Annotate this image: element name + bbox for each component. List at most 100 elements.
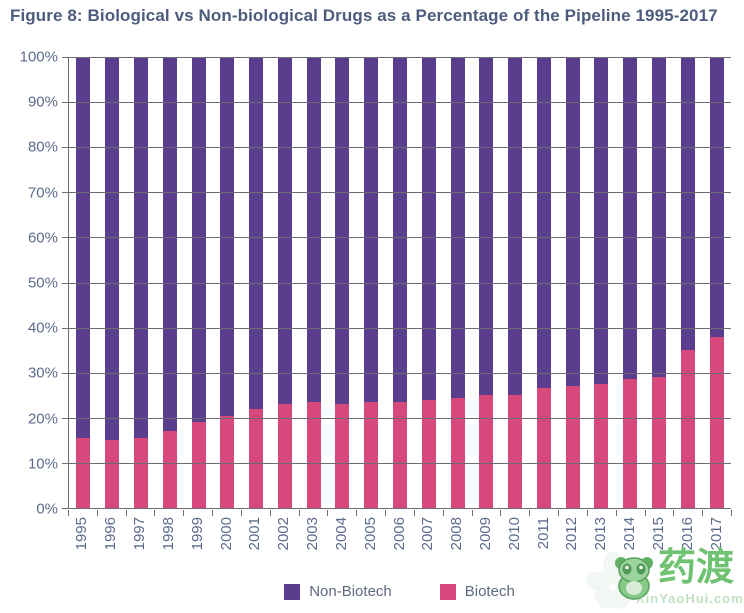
x-axis-tick (529, 510, 531, 516)
x-axis-tick-label: 1997 (131, 517, 149, 551)
non-biotech-segment (220, 57, 235, 416)
bar-slot-1997 (127, 57, 156, 508)
bar-slot-2010 (501, 57, 530, 508)
x-axis-tick-label: 1999 (188, 517, 206, 551)
y-axis-tick (62, 462, 68, 464)
non-biotech-segment (335, 57, 350, 405)
stacked-bar-2003 (306, 57, 321, 508)
x-axis-tick (615, 510, 617, 516)
y-axis-tick (62, 417, 68, 419)
non-biotech-segment (277, 57, 292, 405)
biotech-segment (191, 422, 206, 508)
legend-label-non-biotech: Non-Biotech (309, 583, 392, 600)
stacked-bar-2015 (652, 57, 667, 508)
non-biotech-segment (508, 57, 523, 396)
non-biotech-segment (133, 57, 148, 439)
biotech-segment (277, 404, 292, 508)
y-axis-tick-label: 10% (27, 455, 58, 473)
bar-slot-2014 (616, 57, 645, 508)
biotech-segment (220, 415, 235, 508)
y-axis-tick (62, 237, 68, 239)
x-axis-tick (154, 510, 156, 516)
x-axis-tick-label: 2010 (505, 517, 523, 551)
x-axis-tick (298, 510, 300, 516)
x-axis-tick (500, 510, 502, 516)
x-axis-tick (702, 510, 704, 516)
x-axis-tick (442, 510, 444, 516)
x-axis-tick (471, 510, 473, 516)
bar-slot-2013 (587, 57, 616, 508)
gridline (69, 102, 731, 104)
y-axis-tick (62, 192, 68, 194)
y-axis-labels: 100% 90% 80% 70% 60% 50% 40% 30% 20% 10% 0% (0, 49, 58, 518)
x-axis-tick-label: 2003 (304, 517, 322, 551)
biotech-segment (652, 377, 667, 508)
legend-label-biotech: Biotech (464, 583, 515, 600)
figure-title: Figure 8: Biological vs Non-biological D… (10, 6, 718, 25)
x-axis-tick-label: 2005 (361, 517, 379, 551)
stacked-bar-1999 (191, 57, 206, 508)
gridline (69, 57, 731, 58)
non-biotech-segment (249, 57, 264, 409)
bar-slot-2000 (213, 57, 242, 508)
non-biotech-segment (565, 57, 580, 387)
x-axis-tick (96, 510, 98, 516)
x-axis-tick-label: 1995 (73, 517, 91, 551)
non-biotech-segment (105, 57, 120, 441)
gridline (69, 417, 731, 419)
x-axis-tick-label: 2013 (592, 517, 610, 551)
x-axis-tick (558, 510, 560, 516)
y-axis-tick (62, 327, 68, 329)
stacked-bar-2007 (421, 57, 436, 508)
legend-item-biotech: Biotech (439, 583, 515, 600)
bar-slot-2004 (328, 57, 357, 508)
bar-slot-2017 (702, 57, 731, 508)
stacked-bar-2017 (709, 57, 724, 508)
non-biotech-segment (364, 57, 379, 402)
gridline (69, 192, 731, 194)
x-axis-tick-label: 2014 (621, 517, 639, 551)
x-axis-tick (673, 510, 675, 516)
x-axis-tick (327, 510, 329, 516)
bar-slot-2008 (443, 57, 472, 508)
y-axis-tick-label: 90% (27, 93, 58, 111)
non-biotech-segment (162, 57, 177, 432)
x-axis-tick-label: 2006 (390, 517, 408, 551)
biotech-segment (364, 402, 379, 508)
biotech-segment (479, 395, 494, 508)
stacked-bar-2013 (594, 57, 609, 508)
x-axis-tick-label: 2001 (246, 517, 264, 551)
y-axis-tick-label: 50% (27, 274, 58, 292)
x-axis-tick (240, 510, 242, 516)
bars (69, 57, 731, 508)
biotech-segment (623, 379, 638, 508)
stacked-bar-2006 (392, 57, 407, 508)
x-axis-labels: 1995 1996 1997 1998 1999 2000 2001 2002 2003 2004… (68, 517, 731, 569)
stacked-bar-1997 (133, 57, 148, 508)
y-axis-tick (62, 282, 68, 284)
stacked-bar-1998 (162, 57, 177, 508)
non-biotech-segment (709, 57, 724, 337)
non-biotech-segment (450, 57, 465, 398)
bar-slot-2006 (386, 57, 415, 508)
y-axis-tick (62, 147, 68, 149)
non-biotech-segment (623, 57, 638, 380)
x-axis-tick (385, 510, 387, 516)
x-axis-tick-label: 2007 (419, 517, 437, 551)
bar-slot-2003 (299, 57, 328, 508)
gridline (69, 372, 731, 374)
y-axis-tick-label: 100% (19, 48, 58, 66)
non-biotech-segment (680, 57, 695, 351)
non-biotech-segment (421, 57, 436, 400)
y-axis-tick (62, 372, 68, 374)
bar-slot-1998 (155, 57, 184, 508)
biotech-segment (133, 438, 148, 508)
biotech-segment (594, 383, 609, 508)
x-axis-ticks (68, 510, 732, 516)
biotech-segment (249, 408, 264, 508)
x-axis-tick (68, 510, 69, 516)
y-axis-tick-label: 70% (27, 184, 58, 202)
bar-slot-1996 (98, 57, 127, 508)
stacked-bar-1996 (105, 57, 120, 508)
non-biotech-segment (652, 57, 667, 378)
